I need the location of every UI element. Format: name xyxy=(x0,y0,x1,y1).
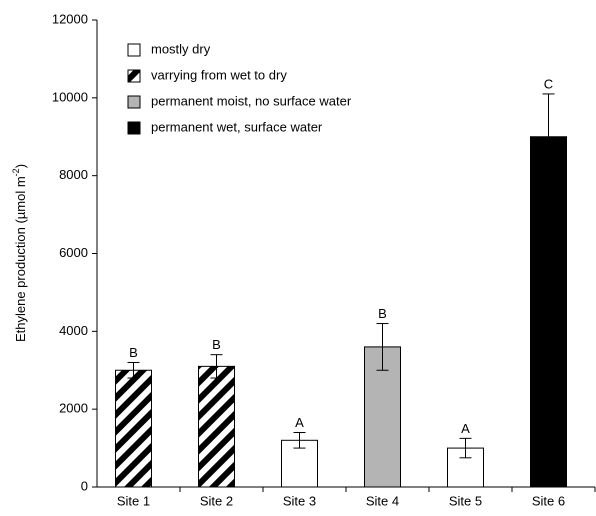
significance-letter: A xyxy=(461,421,470,436)
significance-letter: B xyxy=(129,345,138,360)
y-tick-label: 6000 xyxy=(59,245,88,260)
y-tick-label: 0 xyxy=(81,478,88,493)
legend-swatch xyxy=(127,121,141,135)
significance-letter: B xyxy=(378,306,387,321)
bar xyxy=(447,447,484,488)
y-tick-label: 12000 xyxy=(52,11,88,26)
legend-label: permanent wet, surface water xyxy=(151,119,323,134)
legend-label: mostly dry xyxy=(151,41,211,56)
x-tick-label: Site 4 xyxy=(366,493,399,508)
legend-swatch xyxy=(127,95,141,109)
x-tick-label: Site 1 xyxy=(117,493,150,508)
x-tick-label: Site 2 xyxy=(200,493,233,508)
legend-label: varrying from wet to dry xyxy=(151,67,287,82)
bar xyxy=(530,136,567,488)
y-tick-label: 10000 xyxy=(52,89,88,104)
y-tick-label: 4000 xyxy=(59,323,88,338)
significance-letter: B xyxy=(212,337,221,352)
bar xyxy=(198,365,235,488)
legend-swatch xyxy=(127,43,141,57)
y-axis-label: Ethylene production (µmol m-2) xyxy=(11,164,28,342)
significance-letter: A xyxy=(295,415,304,430)
x-tick-label: Site 6 xyxy=(532,493,565,508)
x-tick-label: Site 3 xyxy=(283,493,316,508)
bar xyxy=(115,369,152,488)
legend-swatch xyxy=(127,69,141,83)
y-tick-label: 8000 xyxy=(59,167,88,182)
significance-letter: C xyxy=(544,76,553,91)
y-tick-label: 2000 xyxy=(59,401,88,416)
legend-label: permanent moist, no surface water xyxy=(151,93,352,108)
x-tick-label: Site 5 xyxy=(449,493,482,508)
